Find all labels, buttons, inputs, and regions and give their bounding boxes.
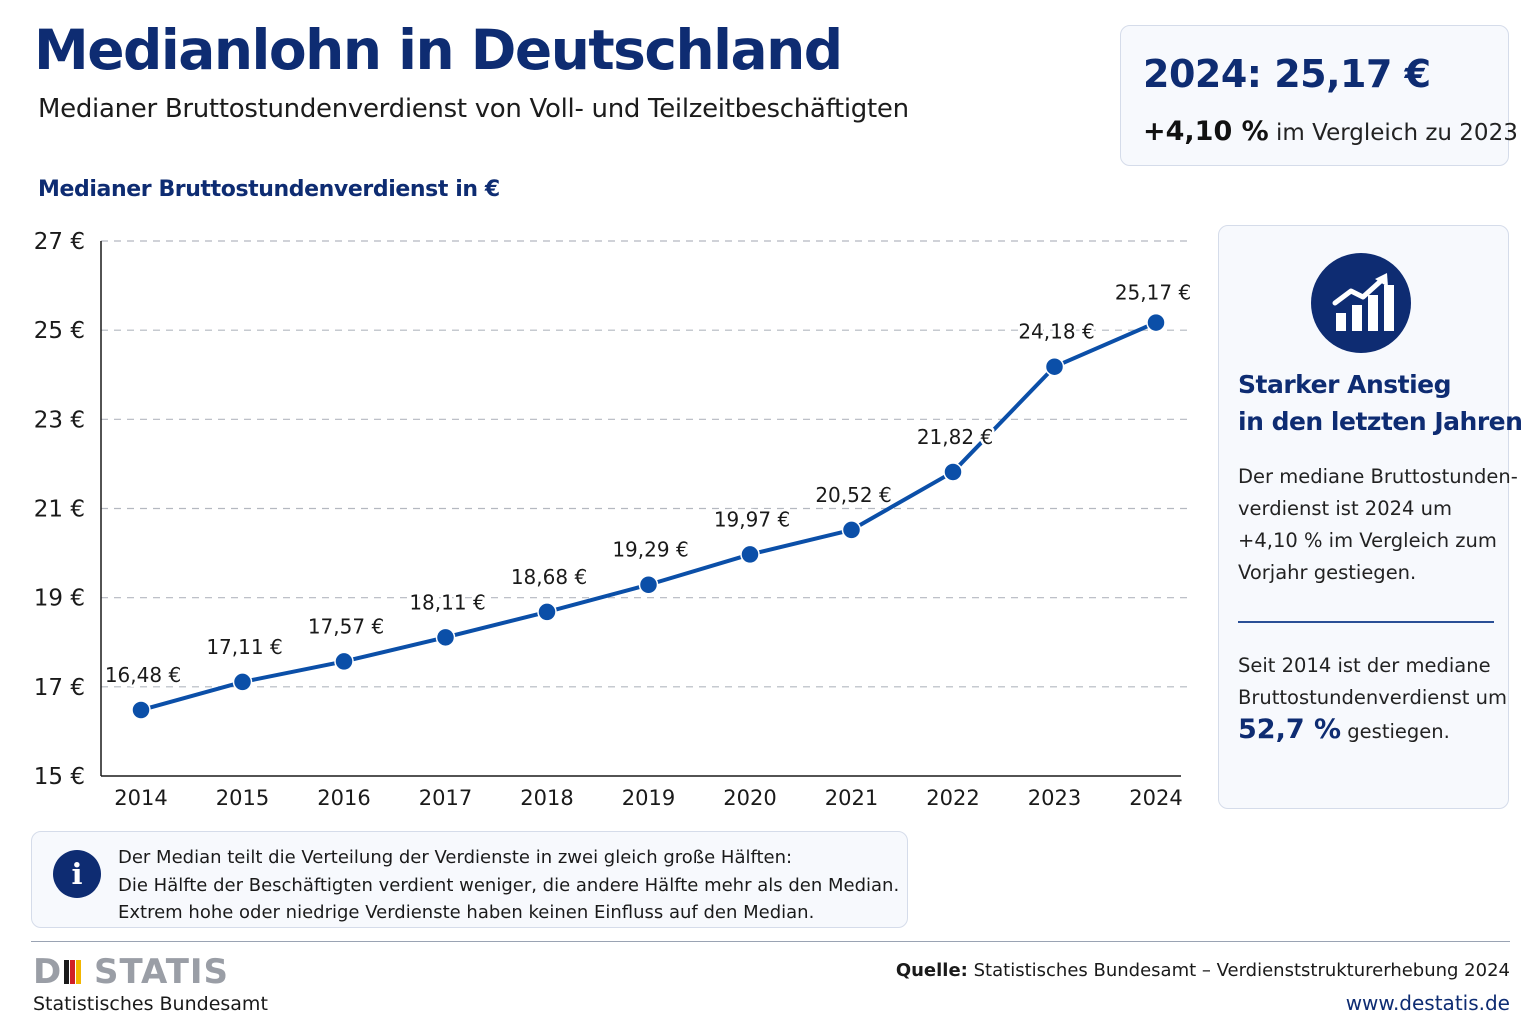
data-label: 17,57 €: [308, 614, 384, 638]
y-tick-label: 21 €: [34, 497, 85, 523]
kpi-change-value: +4,10 %: [1143, 116, 1269, 147]
chart-title: Medianer Bruttostundenverdienst in €: [38, 177, 500, 202]
logo-letter-d: D: [33, 952, 62, 992]
data-label: 18,68 €: [511, 565, 587, 589]
website-link[interactable]: www.destatis.de: [1345, 991, 1510, 1015]
panel-text-line: Der mediane Bruttostunden-: [1238, 465, 1518, 488]
destatis-logo: D STATIS: [33, 952, 228, 992]
organization-name: Statistisches Bundesamt: [33, 993, 268, 1015]
page-title: Medianlohn in Deutschland: [34, 18, 843, 82]
data-label: 21,82 €: [917, 425, 993, 449]
data-label: 19,29 €: [612, 538, 688, 562]
data-label: 17,11 €: [206, 635, 282, 659]
info-icon: i: [53, 850, 101, 898]
data-label: 24,18 €: [1018, 320, 1094, 344]
data-point: [841, 520, 862, 540]
x-tick-label: 2017: [419, 786, 472, 810]
data-label: 20,52 €: [815, 483, 891, 507]
page-subtitle: Medianer Bruttostundenverdienst von Voll…: [38, 94, 909, 124]
trend-up-icon: [1311, 253, 1411, 353]
data-point: [537, 602, 557, 622]
panel-text-end: gestiegen.: [1347, 720, 1450, 743]
panel-text-line: verdienst ist 2024 um: [1238, 497, 1452, 520]
data-point: [435, 627, 456, 648]
insight-panel: Starker Anstieg in den letzten Jahren De…: [1218, 225, 1523, 809]
panel-divider: [1238, 621, 1494, 623]
y-tick-label: 27 €: [34, 229, 85, 255]
x-tick-label: 2014: [114, 786, 167, 810]
growth-percent: 52,7 %: [1238, 714, 1342, 745]
data-label: 16,48 €: [105, 663, 181, 687]
x-tick-label: 2022: [926, 786, 979, 810]
x-tick-label: 2015: [216, 786, 269, 810]
flag-stripes-icon: [64, 960, 82, 984]
panel-paragraph-2: Seit 2014 ist der mediane Bruttostundenv…: [1238, 650, 1508, 748]
panel-text-line: Seit 2014 ist der mediane: [1238, 654, 1491, 677]
y-tick-label: 23 €: [34, 407, 85, 433]
info-line: Der Median teilt die Verteilung der Verd…: [118, 847, 793, 868]
y-tick-label: 25 €: [34, 318, 85, 344]
source-label: Quelle:: [895, 960, 968, 981]
x-tick-label: 2019: [622, 786, 675, 810]
data-label: 19,97 €: [714, 507, 790, 531]
y-tick-label: 19 €: [34, 586, 85, 612]
data-point: [131, 700, 151, 720]
data-point: [232, 672, 253, 692]
x-tick-label: 2021: [825, 786, 878, 810]
data-label: 25,17 €: [1115, 281, 1191, 305]
data-point: [1146, 312, 1166, 333]
x-tick-label: 2018: [520, 786, 573, 810]
series-line: [139, 320, 1158, 713]
panel-heading-line2: in den letzten Jahren: [1238, 407, 1523, 436]
data-point: [638, 574, 659, 595]
source-note: Quelle: Statistisches Bundesamt – Verdie…: [896, 960, 1510, 981]
kpi-change-text: im Vergleich zu 2023: [1276, 120, 1518, 146]
info-line: Die Hälfte der Beschäftigten verdient we…: [118, 874, 900, 896]
line-chart: 15 € 17 € 19 € 21 € 23 € 25 € 27 € 2014 2015 201…: [34, 229, 1194, 810]
info-text: Der Median teilt die Verteilung der Verd…: [118, 844, 899, 927]
info-box: i Der Median teilt die Verteilung der Ve…: [31, 831, 908, 928]
kpi-change: +4,10 % im Vergleich zu 2023: [1143, 116, 1518, 147]
footer-divider: [31, 941, 1510, 942]
info-line: Extrem hohe oder niedrige Verdienste hab…: [118, 902, 815, 923]
x-tick-label: 2016: [317, 786, 370, 810]
data-point: [943, 462, 963, 482]
panel-heading: Starker Anstieg in den letzten Jahren: [1238, 366, 1523, 440]
kpi-value: 2024: 25,17 €: [1143, 52, 1431, 96]
panel-paragraph-1: Der mediane Bruttostunden- verdienst ist…: [1238, 461, 1518, 589]
panel-heading-line1: Starker Anstieg: [1238, 370, 1452, 399]
y-tick-label: 17 €: [34, 675, 85, 701]
panel-text-line: Vorjahr gestiegen.: [1238, 561, 1417, 584]
data-point: [1044, 356, 1065, 377]
kpi-card: 2024: 25,17 € +4,10 % im Vergleich zu 20…: [1120, 25, 1518, 166]
data-point: [334, 651, 354, 672]
panel-text-line: +4,10 % im Vergleich zum: [1238, 529, 1497, 552]
x-tick-label: 2024: [1129, 786, 1182, 810]
data-point: [740, 544, 760, 565]
x-tick-label: 2023: [1028, 786, 1081, 810]
source-text: Statistisches Bundesamt – Verdienststruk…: [973, 960, 1510, 981]
logo-word-statis: STATIS: [94, 952, 230, 992]
x-tick-label: 2020: [723, 786, 776, 810]
panel-text-line: Bruttostundenverdienst um: [1238, 686, 1507, 709]
y-tick-label: 15 €: [34, 764, 85, 790]
data-label: 18,11 €: [409, 590, 485, 614]
panel-text-line-last: 52,7 % gestiegen.: [1238, 714, 1508, 748]
